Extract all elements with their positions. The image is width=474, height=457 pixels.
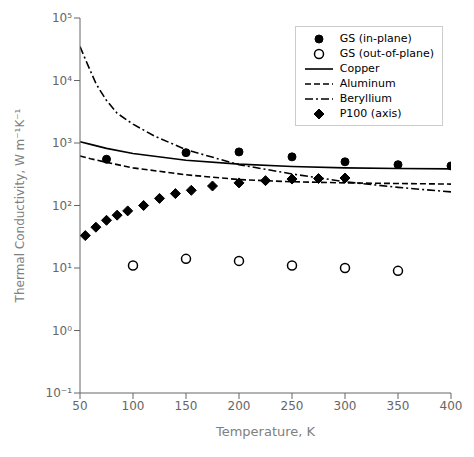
html-text:GS (out-of-plane): GS (out-of-plane) [339,47,434,60]
html-text:Beryllium: Beryllium [339,92,392,105]
svg-text:10³: 10³ [52,136,72,150]
svg-text:100: 100 [122,399,145,413]
svg-text:Temperature, K: Temperature, K [215,424,316,439]
html-text:Aluminum: Aluminum [339,77,396,90]
svg-text:150: 150 [175,399,198,413]
html-text:Copper: Copper [339,62,380,75]
svg-text:10¹: 10¹ [52,261,72,275]
svg-text:Thermal Conductivity, W m⁻¹K⁻¹: Thermal Conductivity, W m⁻¹K⁻¹ [13,108,27,303]
svg-text:10⁴: 10⁴ [52,74,72,88]
svg-text:10⁰: 10⁰ [52,324,72,338]
svg-text:10⁵: 10⁵ [52,11,72,25]
svg-text:10²: 10² [52,199,72,213]
svg-text:300: 300 [334,399,357,413]
svg-text:10⁻¹: 10⁻¹ [46,386,73,400]
svg-text:50: 50 [72,399,87,413]
svg-text:250: 250 [281,399,304,413]
html-text:GS (in-plane): GS (in-plane) [339,32,412,45]
svg-text:400: 400 [440,399,463,413]
svg-text:200: 200 [228,399,251,413]
html-text:P100 (axis): P100 (axis) [339,107,402,120]
svg-text:350: 350 [387,399,410,413]
